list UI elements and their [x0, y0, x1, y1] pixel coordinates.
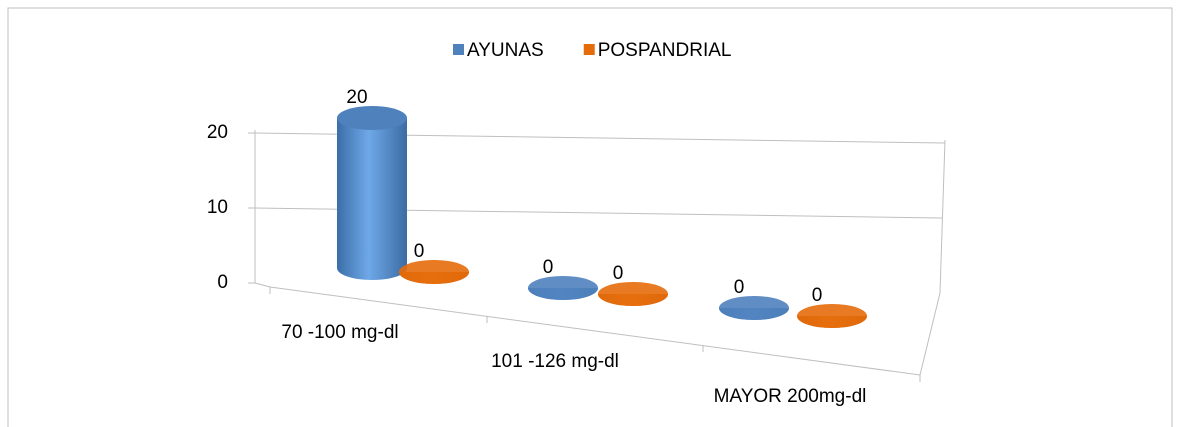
x-tick-label: 101 -126 mg-dl [491, 351, 619, 372]
y-tick-label: 20 [207, 122, 228, 143]
bar-top [719, 296, 789, 320]
y-tick-label: 0 [217, 272, 228, 293]
data-label: 20 [346, 87, 367, 108]
legend-swatch [453, 44, 464, 55]
plot-frame [254, 130, 946, 382]
legend-label: AYUNAS [467, 40, 544, 61]
bar-top [528, 276, 598, 300]
data-label: 0 [414, 241, 425, 262]
data-label: 0 [812, 285, 823, 306]
data-label: 0 [543, 257, 554, 278]
legend-label: POSPANDRIAL [598, 40, 732, 61]
y-tick-label: 10 [207, 197, 228, 218]
bar-top [797, 304, 867, 328]
bar-top [399, 260, 469, 284]
data-label: 0 [734, 277, 745, 298]
bar [337, 118, 407, 280]
bar-top [337, 106, 407, 130]
chart-border [7, 7, 1173, 427]
x-tick-label: MAYOR 200mg-dl [714, 386, 867, 407]
bar-top [598, 282, 668, 306]
legend-swatch [583, 44, 595, 55]
data-label: 0 [613, 263, 624, 284]
x-tick-label: 70 -100 mg-dl [281, 322, 398, 343]
